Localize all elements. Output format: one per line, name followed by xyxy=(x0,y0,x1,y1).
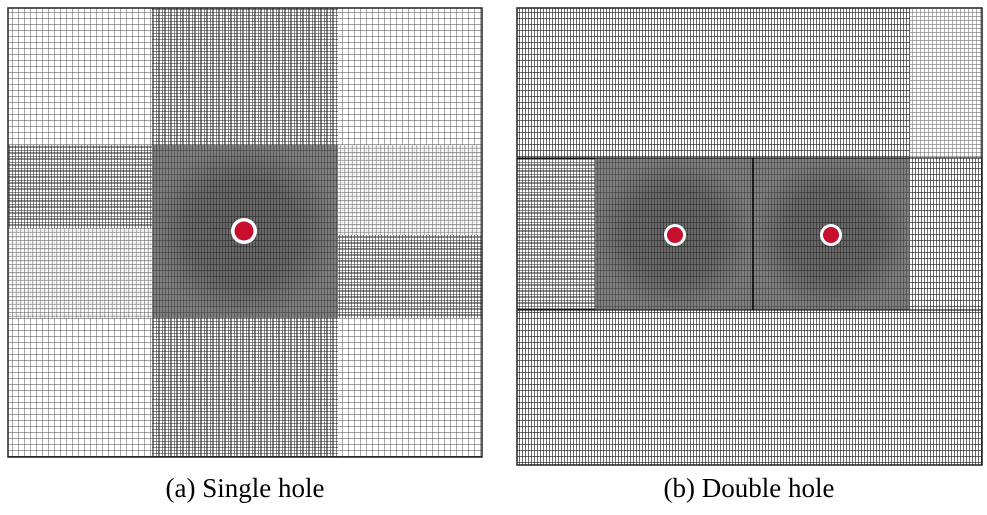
double-hole-mesh xyxy=(517,8,982,465)
single-hole-mesh xyxy=(8,8,482,457)
figure: (a) Single hole (b) Double hole xyxy=(0,0,987,510)
caption: (b) Double hole xyxy=(664,473,835,503)
caption: (a) Single hole xyxy=(166,473,325,503)
